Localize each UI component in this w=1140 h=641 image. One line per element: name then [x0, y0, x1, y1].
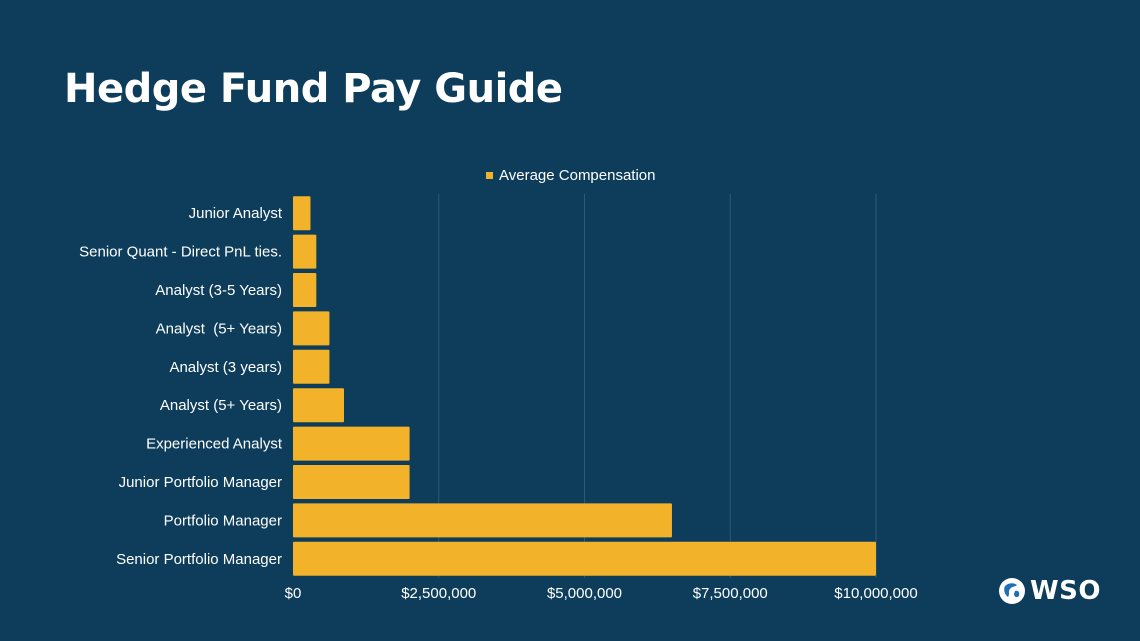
page-title: Hedge Fund Pay Guide — [64, 66, 563, 112]
legend-label: Average Compensation — [499, 167, 656, 184]
wso-logo: WSO — [998, 576, 1101, 606]
bar — [293, 349, 330, 384]
logo-text: WSO — [1030, 576, 1102, 606]
legend-swatch — [486, 172, 493, 179]
category-label: Portfolio Manager — [164, 512, 282, 529]
bar — [293, 426, 410, 461]
category-label: Analyst (3 years) — [169, 359, 282, 376]
bar — [293, 388, 345, 423]
category-label: Analyst (3-5 Years) — [155, 282, 282, 299]
x-tick-label: $5,000,000 — [547, 585, 622, 602]
category-label: Analyst (5+ Years) — [160, 397, 282, 414]
bar — [293, 311, 330, 346]
bar — [293, 541, 876, 576]
bar — [293, 273, 317, 307]
x-tick-label: $7,500,000 — [693, 585, 768, 602]
chart-legend: Average Compensation — [486, 167, 656, 184]
bar — [293, 465, 410, 499]
category-label: Analyst (5+ Years) — [156, 320, 282, 337]
bar — [293, 196, 311, 231]
bar — [293, 234, 317, 269]
category-label: Junior Portfolio Manager — [119, 474, 282, 491]
x-tick-label: $10,000,000 — [834, 585, 917, 602]
category-label: Senior Quant - Direct PnL ties. — [79, 244, 282, 261]
category-label: Junior Analyst — [189, 205, 283, 222]
x-tick-label: $2,500,000 — [401, 585, 476, 602]
category-label: Experienced Analyst — [146, 436, 283, 453]
bar — [293, 503, 672, 538]
globe-icon — [999, 578, 1025, 604]
category-label: Senior Portfolio Manager — [116, 551, 282, 568]
x-tick-label: $0 — [285, 585, 302, 602]
